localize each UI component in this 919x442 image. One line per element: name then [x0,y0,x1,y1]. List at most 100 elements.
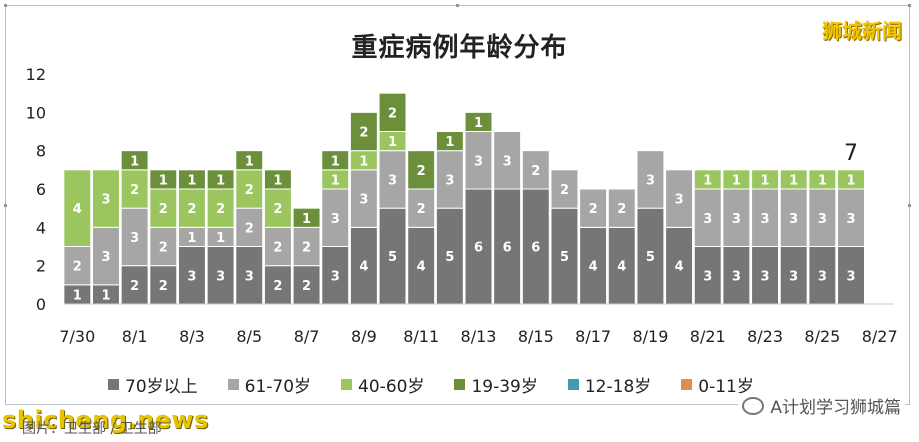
data-label: 2 [417,164,426,179]
bar-segment [779,188,808,247]
data-label: 2 [589,202,598,217]
data-label: 2 [560,183,569,198]
bar-segment [751,246,780,305]
bar-segment [607,188,636,228]
x-tick-label: 8/21 [690,327,726,346]
bar-segment [378,150,407,209]
bar-segment [92,226,120,286]
data-label: 4 [589,260,598,275]
data-label: 1 [302,212,311,227]
legend-item: 70岁以上 [108,372,198,397]
data-label: 3 [703,212,712,227]
bar-segment [665,169,694,228]
data-label: 6 [531,241,540,256]
data-label: 6 [503,241,512,256]
bar-segment [808,246,837,305]
data-label: 3 [761,212,770,227]
data-label: 3 [101,250,110,265]
resize-handle[interactable] [456,4,459,7]
bar-segment [263,226,292,267]
bar-segment [321,150,350,171]
resize-handle[interactable] [908,4,911,7]
legend-swatch [227,379,239,390]
data-label: 3 [846,212,855,227]
data-label: 2 [531,164,540,179]
data-label: 6 [474,241,483,256]
bar-segment [407,188,436,228]
y-tick-label: 0 [36,295,46,314]
bar-segment [693,246,722,305]
legend-item: 12-18岁 [567,372,652,397]
bar-segment [435,207,464,305]
data-label: 3 [331,269,340,284]
data-label: 3 [789,212,798,227]
legend-label: 12-18岁 [584,377,652,397]
bar-segment [349,226,378,305]
bar-segment [435,131,464,152]
data-label: 2 [245,183,254,198]
bar-segment [177,188,206,228]
data-label: 4 [359,260,368,275]
legend-item: 40-60岁 [341,372,424,397]
bar-segment [321,188,350,247]
brand-logo: 狮城新闻 [817,14,907,45]
legend-swatch [681,379,693,390]
data-label: 2 [302,279,311,294]
bar-segment [493,188,522,305]
data-label: 2 [273,241,282,256]
data-label: 1 [331,173,340,188]
resize-handle[interactable] [908,204,911,207]
total-annotation: 7 [844,141,858,166]
data-label: 3 [359,193,368,208]
y-tick-label: 10 [26,103,46,122]
bar-segment [120,150,149,171]
data-label: 1 [187,173,196,188]
bar-segment [464,131,493,190]
x-tick-label: 7/30 [59,327,95,346]
legend-label: 40-60岁 [358,377,425,397]
data-label: 4 [675,260,684,275]
data-label: 1 [187,231,196,246]
chart-title: 重症病例年龄分布 [351,33,568,63]
x-tick-label: 8/1 [122,327,148,346]
data-label: 1 [761,173,770,188]
data-label: 2 [159,202,168,217]
bar-segment [521,150,550,190]
legend-swatch [567,379,579,390]
bar-segment [235,150,264,171]
data-label: 1 [101,288,110,303]
data-label: 2 [73,260,82,275]
data-label: 1 [73,288,82,303]
x-tick-label: 8/25 [804,327,840,346]
bar-segment [149,188,178,228]
bar-segment [779,169,808,190]
bar-segment [837,188,865,247]
resize-handle[interactable] [4,4,7,7]
bar-segment [751,169,780,190]
data-label: 3 [732,269,741,284]
data-label: 3 [646,173,655,188]
data-label: 2 [130,279,139,294]
data-label: 2 [302,241,311,256]
data-label: 3 [703,269,712,284]
data-label: 3 [675,193,684,208]
data-label: 3 [818,212,827,227]
bar-segment [693,188,722,247]
data-label: 5 [388,250,397,265]
bar-segment [206,246,235,305]
bar-segment [149,169,178,190]
data-label: 5 [560,250,569,265]
data-label: 4 [417,260,426,275]
legend-item: 0-11岁 [681,372,754,397]
data-label: 3 [789,269,798,284]
data-label: 1 [445,135,454,150]
y-tick-label: 12 [26,65,46,84]
bar-segment [722,188,751,247]
bar-segment [493,131,522,190]
bar-segment [292,207,321,228]
data-label: 4 [617,260,626,275]
bar-segment [837,246,865,305]
data-label: 3 [216,269,225,284]
legend-label: 0-11岁 [698,377,754,397]
resize-handle[interactable] [4,204,7,207]
